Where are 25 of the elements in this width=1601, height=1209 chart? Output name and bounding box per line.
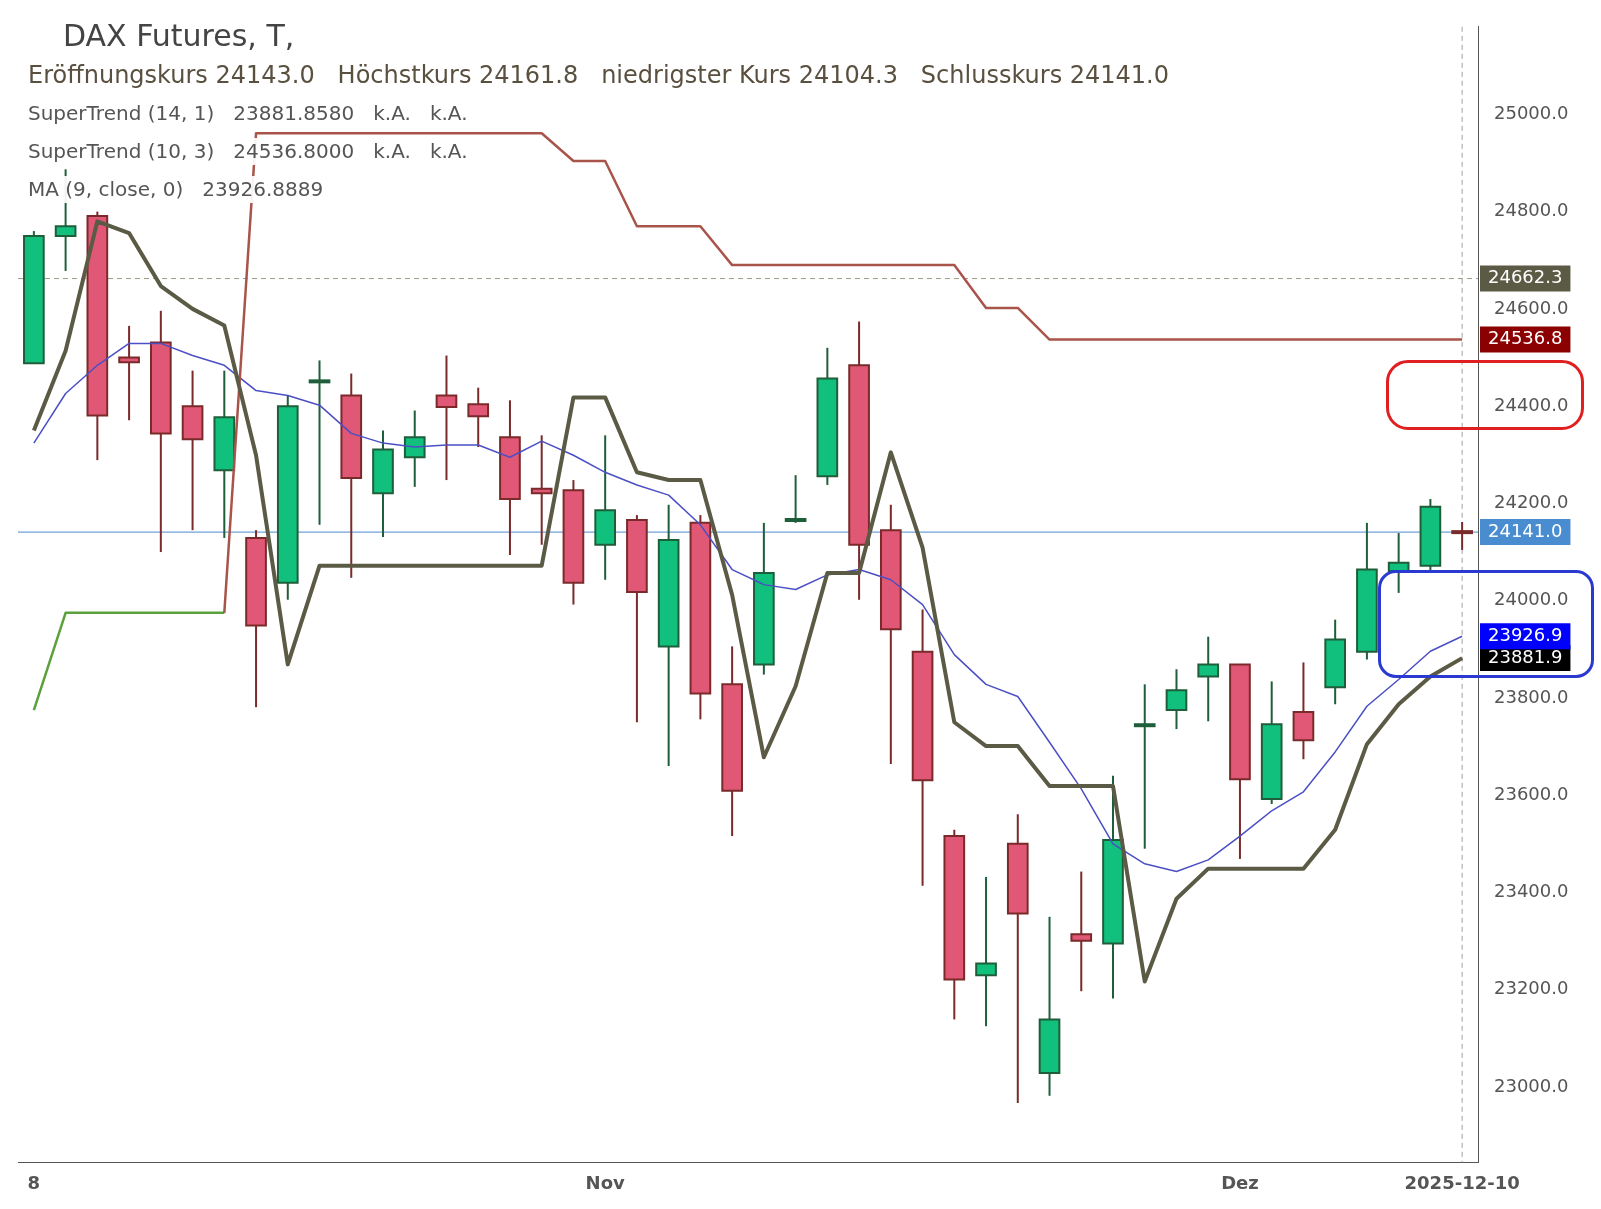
y-tick-label: 23400.0	[1494, 880, 1569, 902]
y-tick-label: 24000.0	[1494, 588, 1569, 610]
x-tick-label: Dez	[1221, 1171, 1259, 1193]
data-label: 24536.8	[1488, 327, 1563, 349]
y-tick-label: 24400.0	[1494, 393, 1569, 415]
chart-title: DAX Futures, T,	[63, 18, 295, 53]
y-tick-label: 25000.0	[1494, 102, 1569, 124]
y-tick-label: 23200.0	[1494, 977, 1569, 999]
annotation: SuperTrend (10, 3) 24536.8000 k.A. k.A.	[28, 139, 468, 163]
annotation: MA (9, close, 0) 23926.8889	[28, 177, 324, 201]
x-tick-label: 8	[27, 1171, 41, 1193]
data-label: 23926.9	[1488, 623, 1563, 645]
y-tick-label: 24600.0	[1494, 296, 1569, 318]
x-tick-label: Nov	[585, 1171, 626, 1193]
data-label: 23881.9	[1488, 645, 1563, 667]
ref-line-label: 24662.3	[1488, 266, 1563, 288]
y-tick-label: 24800.0	[1494, 199, 1569, 221]
y-tick-label: 23600.0	[1494, 782, 1569, 804]
annotation: SuperTrend (14, 1) 23881.8580 k.A. k.A.	[28, 101, 468, 125]
y-tick-label: 23800.0	[1494, 685, 1569, 707]
y-tick-label: 24200.0	[1494, 491, 1569, 513]
ref-line-label: 24141.0	[1488, 519, 1563, 541]
x-tick-label: 2025-12-10	[1404, 1171, 1520, 1193]
text: Eröffnungskurs 24143.0 Höchstkurs 24161.8 niedrigster Kurs 24104.3 Schlusskurs 24141.0	[28, 61, 1170, 89]
y-tick-label: 23000.0	[1494, 1074, 1569, 1096]
